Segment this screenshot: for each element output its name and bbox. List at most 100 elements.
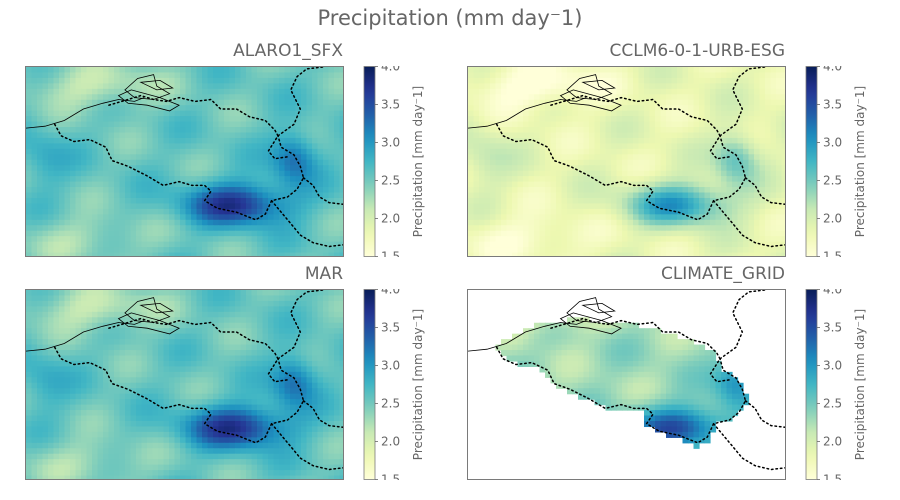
grid-cell xyxy=(517,241,524,248)
grid-cell xyxy=(677,225,684,232)
grid-cell xyxy=(26,295,33,302)
grid-cell xyxy=(185,247,192,254)
grid-cell xyxy=(523,99,530,106)
grid-cell xyxy=(207,290,214,297)
grid-cell xyxy=(125,355,132,362)
grid-cell xyxy=(31,333,38,340)
grid-cell xyxy=(765,88,772,95)
grid-cell xyxy=(605,197,612,205)
grid-cell xyxy=(627,192,634,199)
grid-cell xyxy=(649,181,656,188)
grid-cell xyxy=(125,83,132,90)
grid-cell xyxy=(770,230,777,237)
grid-cell xyxy=(484,203,491,210)
grid-cell xyxy=(246,333,253,340)
grid-cell xyxy=(660,77,667,84)
grid-cell xyxy=(31,241,38,248)
grid-cell xyxy=(224,339,231,346)
grid-cell xyxy=(262,322,269,329)
grid-cell xyxy=(136,148,143,155)
grid-cell xyxy=(86,311,93,318)
grid-cell xyxy=(534,176,541,183)
grid-cell xyxy=(213,165,220,172)
grid-cell xyxy=(334,214,341,221)
grid-cell xyxy=(284,197,291,205)
grid-cell xyxy=(48,88,55,95)
grid-cell xyxy=(323,295,330,302)
grid-cell xyxy=(103,295,110,302)
grid-cell xyxy=(31,176,38,183)
grid-cell xyxy=(284,110,291,117)
grid-cell xyxy=(605,154,612,161)
grid-cell xyxy=(710,230,717,237)
grid-cell xyxy=(147,290,154,297)
grid-cell xyxy=(59,148,66,155)
grid-cell xyxy=(48,187,55,194)
grid-cell xyxy=(42,165,49,172)
grid-cell xyxy=(26,67,33,74)
grid-cell xyxy=(583,116,590,123)
grid-cell xyxy=(334,322,341,329)
grid-cell xyxy=(86,350,93,357)
grid-cell xyxy=(174,67,181,74)
grid-cell xyxy=(75,192,82,199)
grid-cell xyxy=(572,247,579,254)
grid-cell xyxy=(677,72,684,79)
grid-cell xyxy=(312,170,319,177)
grid-cell xyxy=(339,143,343,150)
grid-cell xyxy=(125,148,132,155)
grid-cell xyxy=(141,295,148,302)
grid-cell xyxy=(119,67,126,74)
grid-cell xyxy=(86,339,93,346)
grid-cell xyxy=(97,88,104,95)
grid-cell xyxy=(600,241,607,248)
grid-cell xyxy=(53,88,60,95)
grid-cell xyxy=(633,72,640,79)
grid-cell xyxy=(290,143,297,150)
grid-cell xyxy=(479,225,486,232)
grid-cell xyxy=(677,247,684,254)
grid-cell xyxy=(213,355,220,362)
grid-cell xyxy=(677,187,684,194)
grid-cell xyxy=(235,72,242,79)
grid-cell xyxy=(473,67,480,74)
grid-cell xyxy=(119,355,126,362)
grid-cell xyxy=(556,236,563,243)
grid-cell xyxy=(290,317,297,324)
grid-cell xyxy=(743,203,750,210)
grid-cell xyxy=(704,208,711,215)
grid-cell xyxy=(119,83,126,90)
grid-cell xyxy=(235,350,242,357)
grid-cell xyxy=(528,236,535,243)
grid-cell xyxy=(682,225,689,232)
grid-cell xyxy=(295,192,302,199)
grid-cell xyxy=(53,137,60,144)
grid-cell xyxy=(688,105,695,112)
grid-cell xyxy=(578,116,585,123)
grid-cell xyxy=(290,214,297,221)
grid-cell xyxy=(235,187,242,194)
grid-cell xyxy=(754,187,761,194)
grid-cell xyxy=(468,132,475,139)
grid-cell xyxy=(688,187,695,194)
grid-cell xyxy=(163,236,170,243)
grid-cell xyxy=(130,67,137,74)
grid-cell xyxy=(699,143,706,150)
border-luxembourg xyxy=(302,177,343,206)
grid-cell xyxy=(748,230,755,237)
grid-cell xyxy=(229,132,236,139)
grid-cell xyxy=(572,137,579,144)
grid-cell xyxy=(567,154,574,161)
grid-cell xyxy=(191,159,198,166)
grid-cell xyxy=(726,241,733,248)
grid-cell xyxy=(545,83,552,90)
grid-cell xyxy=(600,132,607,139)
grid-cell xyxy=(312,350,319,357)
grid-cell xyxy=(273,83,280,90)
grid-cell xyxy=(42,203,49,210)
grid-cell xyxy=(721,105,728,112)
grid-cell xyxy=(130,360,137,367)
grid-cell xyxy=(257,290,264,297)
grid-cell xyxy=(147,192,154,199)
grid-cell xyxy=(81,203,88,210)
